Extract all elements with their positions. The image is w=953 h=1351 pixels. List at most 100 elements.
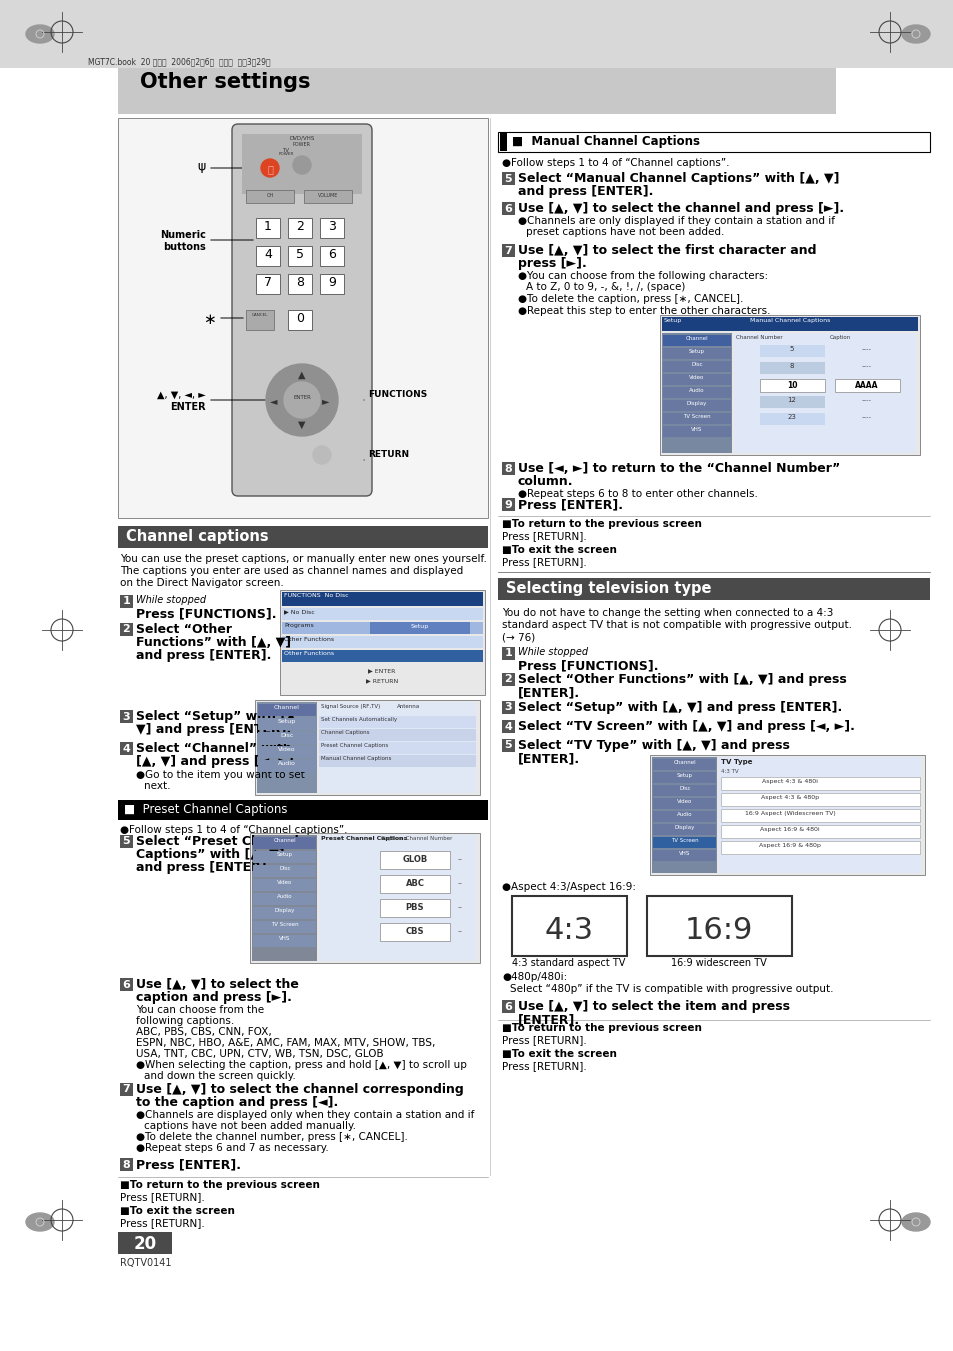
Bar: [120, 1084, 132, 1096]
Bar: [318, 742, 476, 754]
Bar: [257, 761, 315, 771]
Text: (→ 76): (→ 76): [501, 632, 535, 642]
Text: ■  Manual Channel Captions: ■ Manual Channel Captions: [512, 135, 700, 149]
Bar: [282, 636, 482, 648]
Text: 4:3 TV: 4:3 TV: [720, 769, 738, 774]
Text: 5: 5: [123, 836, 131, 847]
Text: ENTER: ENTER: [171, 403, 206, 412]
Text: [▲, ▼] and press [◄, ►].: [▲, ▼] and press [◄, ►].: [136, 755, 298, 767]
Bar: [497, 578, 929, 600]
Bar: [257, 746, 315, 758]
Bar: [304, 190, 352, 203]
Text: Press [RETURN].: Press [RETURN].: [501, 531, 586, 540]
Bar: [662, 386, 730, 399]
Text: on the Direct Navigator screen.: on the Direct Navigator screen.: [120, 578, 283, 588]
Text: RETURN: RETURN: [368, 450, 409, 459]
Text: Display: Display: [686, 401, 706, 407]
Text: 16:9 Aspect (Widescreen TV): 16:9 Aspect (Widescreen TV): [744, 811, 835, 816]
Text: Preset Channel Captions: Preset Channel Captions: [320, 743, 388, 748]
Text: ABC: ABC: [405, 880, 424, 888]
Bar: [253, 865, 315, 877]
Bar: [719, 757, 920, 873]
Bar: [118, 118, 488, 517]
Bar: [319, 218, 344, 238]
Text: 1: 1: [504, 648, 512, 658]
Bar: [253, 935, 315, 947]
Bar: [288, 218, 312, 238]
Text: ■To return to the previous screen: ■To return to the previous screen: [120, 1179, 319, 1190]
Text: Selecting television type: Selecting television type: [505, 581, 711, 596]
Text: Channel: Channel: [685, 336, 707, 340]
Text: Preset Channel Captions: Preset Channel Captions: [320, 836, 407, 842]
Text: Channel captions: Channel captions: [126, 530, 269, 544]
Bar: [501, 245, 515, 257]
Bar: [379, 898, 450, 917]
Text: Select “Manual Channel Captions” with [▲, ▼]: Select “Manual Channel Captions” with [▲…: [517, 172, 839, 185]
Bar: [652, 850, 716, 861]
Text: Audio: Audio: [277, 894, 293, 898]
Bar: [257, 717, 315, 730]
Text: While stopped: While stopped: [136, 594, 206, 605]
Text: 10: 10: [786, 381, 797, 390]
Bar: [662, 426, 730, 436]
Circle shape: [266, 363, 337, 436]
Bar: [253, 921, 315, 934]
Text: ▼: ▼: [298, 420, 305, 430]
Bar: [501, 673, 515, 686]
Text: Select “Setup” with [▲, ▼] and press [ENTER].: Select “Setup” with [▲, ▼] and press [EN…: [517, 701, 841, 713]
Text: --: --: [457, 857, 462, 862]
Text: A to Z, 0 to 9, -, &, !, /, (space): A to Z, 0 to 9, -, &, !, /, (space): [525, 282, 684, 292]
FancyBboxPatch shape: [232, 124, 372, 496]
Text: Numeric: Numeric: [160, 230, 206, 240]
Bar: [253, 907, 315, 919]
Bar: [282, 592, 482, 607]
Text: Video: Video: [677, 798, 692, 804]
Text: ■To exit the screen: ■To exit the screen: [501, 1048, 617, 1059]
Text: ◄: ◄: [270, 396, 277, 407]
Text: ●Follow steps 1 to 4 of “Channel captions”.: ●Follow steps 1 to 4 of “Channel caption…: [501, 158, 729, 168]
Text: 2: 2: [295, 220, 304, 232]
Text: VHS: VHS: [691, 427, 702, 432]
Text: Video: Video: [277, 880, 293, 885]
Bar: [318, 730, 476, 740]
Bar: [120, 623, 132, 636]
Bar: [651, 757, 717, 873]
Bar: [501, 172, 515, 185]
Bar: [246, 190, 294, 203]
Text: ----: ----: [862, 397, 871, 403]
Bar: [501, 1000, 515, 1013]
Bar: [246, 309, 274, 330]
Bar: [720, 793, 919, 807]
Text: Press [RETURN].: Press [RETURN].: [501, 557, 586, 567]
Text: 4:3 standard aspect TV: 4:3 standard aspect TV: [512, 958, 625, 969]
Text: Other Functions: Other Functions: [284, 651, 334, 657]
Text: TV Screen: TV Screen: [682, 413, 710, 419]
Bar: [652, 798, 716, 809]
Text: Audio: Audio: [677, 812, 692, 817]
Circle shape: [261, 159, 278, 177]
Text: 5: 5: [504, 173, 512, 184]
Text: Setup: Setup: [277, 719, 295, 724]
Text: following captions.: following captions.: [136, 1016, 234, 1025]
Bar: [318, 835, 476, 961]
Text: 16:9 widescreen TV: 16:9 widescreen TV: [670, 958, 766, 969]
Bar: [834, 380, 899, 392]
Text: PBS: PBS: [405, 902, 424, 912]
Text: 2: 2: [123, 624, 131, 635]
Bar: [253, 838, 315, 848]
Bar: [499, 132, 506, 151]
Bar: [501, 739, 515, 753]
Bar: [255, 246, 280, 266]
Text: Press [ENTER].: Press [ENTER].: [136, 1158, 241, 1171]
Text: --: --: [457, 880, 462, 886]
Text: The captions you enter are used as channel names and displayed: The captions you enter are used as chann…: [120, 566, 463, 576]
Bar: [646, 896, 791, 957]
Bar: [652, 824, 716, 835]
Text: Audio: Audio: [277, 761, 295, 766]
Text: and press [ENTER].: and press [ENTER].: [517, 185, 653, 199]
Bar: [120, 835, 132, 848]
Text: and press [ENTER].: and press [ENTER].: [136, 648, 271, 662]
Text: TV Screen: TV Screen: [671, 838, 699, 843]
Bar: [662, 400, 730, 411]
Text: ■  Preset Channel Captions: ■ Preset Channel Captions: [124, 802, 287, 816]
